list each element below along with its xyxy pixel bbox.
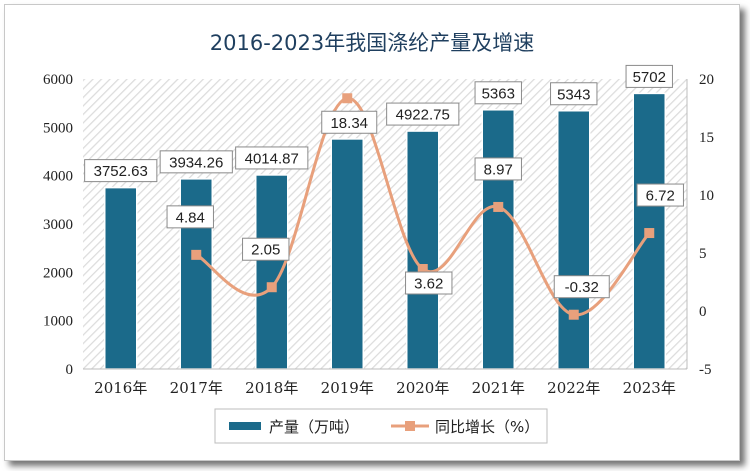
y-left-tick-label: 3000: [43, 217, 73, 233]
y-right-tick-label: 0: [699, 304, 707, 320]
data-label: 18.34: [330, 115, 368, 132]
data-label-box: [235, 146, 309, 170]
data-label: 4.84: [176, 209, 205, 226]
line-point: [266, 282, 277, 293]
x-tick-label: 2023年: [623, 379, 676, 397]
data-label: 5702: [633, 69, 666, 86]
data-label-box: [553, 275, 610, 299]
y-left-tick-label: 6000: [43, 72, 73, 88]
bar: [104, 186, 138, 370]
line-point: [493, 201, 504, 212]
y-left-tick-label: 0: [66, 362, 74, 378]
data-label: 5363: [482, 85, 515, 102]
y-right-tick-label: 15: [699, 130, 714, 146]
data-label: 5343: [557, 86, 590, 103]
data-label-box: [625, 64, 673, 88]
data-label: 3934.26: [169, 154, 223, 171]
x-tick-label: 2021年: [472, 379, 525, 397]
bar: [330, 138, 364, 370]
data-label-box: [550, 82, 598, 106]
x-tick-label: 2018年: [245, 379, 298, 397]
y-right-tick-label: 20: [699, 72, 714, 88]
data-label: 3.62: [414, 276, 443, 293]
x-tick-label: 2022年: [547, 379, 600, 397]
legend-bar-label: 产量（万吨）: [269, 418, 359, 436]
y-left-tick-label: 4000: [43, 169, 73, 185]
bar: [406, 130, 440, 370]
line-point: [342, 93, 353, 104]
data-label: -0.32: [565, 279, 599, 296]
data-label: 6.72: [646, 188, 675, 205]
x-tick-label: 2020年: [396, 379, 449, 397]
bar: [481, 109, 515, 370]
data-label-box: [474, 157, 522, 181]
data-label-box: [386, 102, 460, 126]
data-label: 2.05: [251, 242, 280, 259]
y-left-tick-label: 5000: [43, 120, 73, 136]
line-point: [191, 249, 202, 260]
data-label: 8.97: [484, 161, 513, 178]
y-left-tick-label: 2000: [43, 265, 73, 281]
y-right-tick-label: -5: [699, 362, 712, 378]
data-label: 4922.75: [396, 107, 450, 124]
data-label-box: [405, 271, 453, 295]
chart-title: 2016-2023年我国涤纶产量及增速: [210, 31, 534, 55]
data-label-box: [636, 183, 684, 207]
line-point: [644, 228, 655, 239]
y-left-tick-label: 1000: [43, 314, 73, 330]
bar: [557, 110, 591, 370]
chart-frame: 2016-2023年我国涤纶产量及增速 3752.63 3934.26 4014.8…: [4, 4, 740, 461]
y-right-tick-label: 10: [699, 188, 714, 204]
data-label-box: [474, 81, 522, 105]
legend-line-marker: [405, 421, 415, 431]
x-tick-label: 2019年: [321, 379, 374, 397]
x-tick-label: 2016年: [94, 379, 147, 397]
data-label-box: [84, 159, 158, 183]
data-label-box: [242, 237, 290, 261]
data-label: 3752.63: [94, 163, 148, 180]
data-label-box: [166, 205, 214, 229]
data-label-box: [321, 110, 378, 134]
y-right-tick-label: 5: [699, 246, 707, 262]
legend: [214, 408, 548, 444]
data-label: 4014.87: [245, 150, 299, 167]
legend-line-label: 同比增长（%）: [435, 418, 539, 436]
chart: 2016-2023年我国涤纶产量及增速 3752.63 3934.26 4014.8…: [43, 31, 714, 444]
legend-bar-swatch: [229, 422, 261, 430]
data-label-box: [159, 150, 233, 174]
line-point: [568, 309, 579, 320]
line-point: [417, 264, 428, 275]
x-tick-label: 2017年: [170, 379, 223, 397]
bar: [255, 174, 289, 370]
